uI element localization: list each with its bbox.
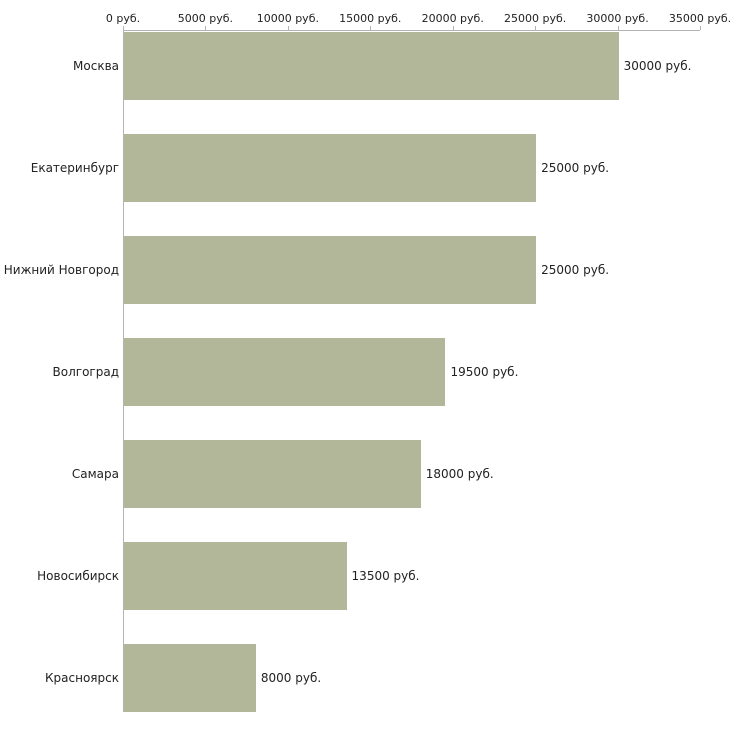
x-tick-label: 35000 руб.	[668, 12, 730, 25]
x-tick-label: 0 руб.	[105, 12, 141, 25]
value-label: 18000 руб.	[425, 467, 494, 481]
x-tick-label: 25000 руб.	[504, 12, 567, 25]
x-tick-mark	[370, 26, 372, 30]
bar	[124, 644, 256, 712]
category-label: Волгоград	[52, 365, 119, 379]
bar	[124, 32, 619, 100]
value-label: 19500 руб.	[450, 365, 519, 379]
category-label: Нижний Новгород	[3, 263, 119, 277]
bar	[124, 338, 446, 406]
x-tick-mark	[617, 26, 619, 30]
value-label: 13500 руб.	[351, 569, 420, 583]
bar	[124, 236, 537, 304]
bar	[124, 542, 347, 610]
x-tick-mark	[535, 26, 537, 30]
bar	[124, 440, 421, 508]
x-tick-label: 20000 руб.	[421, 12, 484, 25]
x-tick-label: 15000 руб.	[339, 12, 402, 25]
x-tick-mark	[205, 26, 207, 30]
y-axis-line	[123, 30, 124, 712]
category-label: Красноярск	[45, 671, 119, 685]
x-axis-line	[123, 30, 700, 31]
x-tick-label: 30000 руб.	[586, 12, 649, 25]
value-label: 25000 руб.	[541, 161, 610, 175]
x-tick-mark	[287, 26, 289, 30]
category-label: Москва	[73, 59, 119, 73]
value-label: 8000 руб.	[260, 671, 322, 685]
x-tick-label: 5000 руб.	[177, 12, 234, 25]
category-label: Екатеринбург	[30, 161, 119, 175]
bar	[124, 134, 537, 202]
x-tick-mark	[700, 26, 701, 30]
x-tick-mark	[123, 26, 124, 30]
x-tick-label: 10000 руб.	[256, 12, 319, 25]
category-label: Самара	[71, 467, 119, 481]
x-tick-mark	[452, 26, 454, 30]
category-label: Новосибирск	[37, 569, 119, 583]
value-label: 30000 руб.	[623, 59, 692, 73]
value-label: 25000 руб.	[541, 263, 610, 277]
